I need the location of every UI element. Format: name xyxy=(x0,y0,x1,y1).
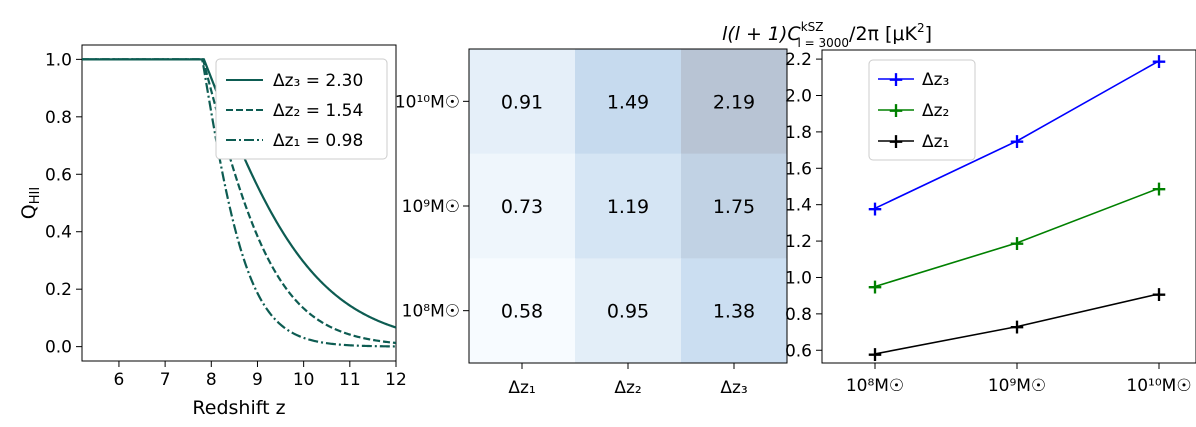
plot3-marker: + xyxy=(1009,129,1026,153)
heatmap-xtick-label: Δz₁ xyxy=(508,378,535,398)
plot1-xtick-label: 12 xyxy=(385,370,407,390)
plot3-ytick-label: 1.8 xyxy=(785,123,812,143)
heatmap-cell-value: 1.75 xyxy=(713,196,755,218)
plot1-ytick-label: 0.0 xyxy=(45,338,72,358)
plot3-ytick-label: 1.6 xyxy=(785,159,812,179)
plot1-ylabel: QHII xyxy=(18,187,43,219)
legend3-marker-dz1: + xyxy=(888,129,905,153)
heatmap-cell xyxy=(575,258,682,364)
heatmap-cell-value: 0.91 xyxy=(501,91,543,113)
plot3-marker: + xyxy=(867,342,884,366)
heatmap-cell-value: 0.73 xyxy=(501,196,543,218)
heatmap-cell xyxy=(681,153,788,259)
plot1-xtick-label: 9 xyxy=(252,370,263,390)
legend3-marker-dz3: + xyxy=(888,67,905,91)
plot1-legend-box xyxy=(215,58,388,160)
reionization-history-chart: 6 7 8 9 10 11 120.00.20.40.60.81.0 Redshift z … xyxy=(18,44,407,419)
plot3-ticks: 0.6 0.8 1.0 1.2 1.4 1.6 1.8 2.0 2.2 10⁸M☉ 10⁹M☉ 10¹… xyxy=(785,50,1192,396)
legend3-label-dz1: Δz₁ xyxy=(922,132,949,152)
legend3-label-dz3: Δz₃ xyxy=(922,70,949,90)
plot3-frame xyxy=(821,49,1196,364)
plot1-ytick-label: 0.6 xyxy=(45,165,72,185)
plot3-xtick-label: 10⁹M☉ xyxy=(988,376,1046,396)
plot3-marker: + xyxy=(867,275,884,299)
plot3-legend-box xyxy=(868,59,976,161)
ksz-vs-mass-chart: 0.6 0.8 1.0 1.2 1.4 1.6 1.8 2.0 2.2 10⁸M☉ 10⁹M☉ 10¹… xyxy=(785,49,1196,396)
plot3-series-line xyxy=(874,187,1160,288)
plot3-series-line xyxy=(874,60,1160,210)
plot1-ytick-label: 0.2 xyxy=(45,280,72,300)
plot1-ytick-label: 0.4 xyxy=(45,223,72,243)
plot3-marker: + xyxy=(1009,231,1026,255)
plot3-marker: + xyxy=(867,196,884,220)
plot3-legend: + Δz₃ + Δz₂ + Δz₁ xyxy=(868,59,976,161)
qhii-curve xyxy=(82,58,397,348)
heatmap-xtick-label: Δz₂ xyxy=(614,378,641,398)
heatmap-ytick-label: 10⁹M☉ xyxy=(402,197,460,217)
heatmap-cell-value: 0.95 xyxy=(607,301,649,323)
plot3-xtick-label: 10⁸M☉ xyxy=(846,376,904,396)
heatmap-cells: 0.91 1.49 2.19 0.73 1.19 1.75 0.58 0.95 1.38 xyxy=(469,49,788,364)
plot1-ticks: 6 7 8 9 10 11 12 0.0 0.2 0.4 0.6 0.8 1.0 xyxy=(45,50,407,390)
heatmap-cell xyxy=(575,49,682,155)
plot1-xtick-label: 8 xyxy=(206,370,217,390)
heatmap-ytick-label: 10⁸M☉ xyxy=(402,302,460,322)
plot3-series-line xyxy=(874,293,1160,355)
heatmap-cell-value: 1.38 xyxy=(713,301,755,323)
heatmap-cell xyxy=(681,49,788,155)
heatmap-cell xyxy=(469,153,576,259)
plot1-frame xyxy=(81,44,397,362)
plot1-xtick-label: 11 xyxy=(339,370,361,390)
legend-label-dz2: Δz₂ = 1.54 xyxy=(273,101,363,121)
legend-label-dz1: Δz₁ = 0.98 xyxy=(273,131,363,151)
heatmap-cell xyxy=(469,49,576,155)
plot1-xtick-label: 6 xyxy=(114,370,125,390)
plot3-ytick-label: 0.8 xyxy=(785,305,812,325)
heatmap-cell-value: 1.19 xyxy=(607,196,649,218)
heatmap-cell-value: 2.19 xyxy=(713,91,755,113)
plot1-legend: Δz₃ = 2.30 Δz₂ = 1.54 Δz₁ = 0.98 xyxy=(215,58,388,160)
plot3-marker: + xyxy=(1151,49,1168,73)
plot3-ytick-label: 2.0 xyxy=(785,86,812,106)
plot1-ytick-label: 0.8 xyxy=(45,108,72,128)
heatmap-title: l(l + 1)CkSZ l = 3000/2π [μK2] xyxy=(722,20,932,50)
plot3-ytick-label: 1.2 xyxy=(785,232,812,252)
plot3-ytick-label: 1.0 xyxy=(785,268,812,288)
plot3-xtick-label: 10¹⁰M☉ xyxy=(1126,376,1191,396)
ksz-heatmap: l(l + 1)CkSZ l = 3000/2π [μK2] 0.91 1.49 2.… xyxy=(395,20,932,398)
heatmap-cell xyxy=(575,153,682,259)
plot1-xtick-label: 10 xyxy=(293,370,315,390)
plot3-series: + + + + + + + + + xyxy=(867,49,1168,366)
plot1-xlabel: Redshift z xyxy=(192,397,285,419)
heatmap-ytick-label: 10¹⁰M☉ xyxy=(395,92,460,112)
plot3-ytick-label: 1.4 xyxy=(785,196,812,216)
heatmap-cell-value: 0.58 xyxy=(501,301,543,323)
heatmap-tick-labels: Δz₁ Δz₂ Δz₃ 10¹⁰M☉ 10⁹M☉ 10⁸M☉ xyxy=(395,92,748,398)
heatmap-cell xyxy=(469,258,576,364)
plot3-marker: + xyxy=(1151,176,1168,200)
legend-label-dz3: Δz₃ = 2.30 xyxy=(273,71,363,91)
legend3-marker-dz2: + xyxy=(888,98,905,122)
heatmap-xtick-label: Δz₃ xyxy=(720,378,747,398)
plot3-ytick-label: 2.2 xyxy=(785,50,812,70)
plot3-ytick-label: 0.6 xyxy=(785,341,812,361)
plot1-xtick-label: 7 xyxy=(160,370,171,390)
plot3-marker: + xyxy=(1009,315,1026,339)
heatmap-cell-value: 1.49 xyxy=(607,91,649,113)
legend3-label-dz2: Δz₂ xyxy=(922,101,949,121)
plot1-ytick-label: 1.0 xyxy=(45,50,72,70)
qhii-curve xyxy=(82,58,397,345)
plot3-marker: + xyxy=(1151,282,1168,306)
heatmap-cell xyxy=(681,258,788,364)
